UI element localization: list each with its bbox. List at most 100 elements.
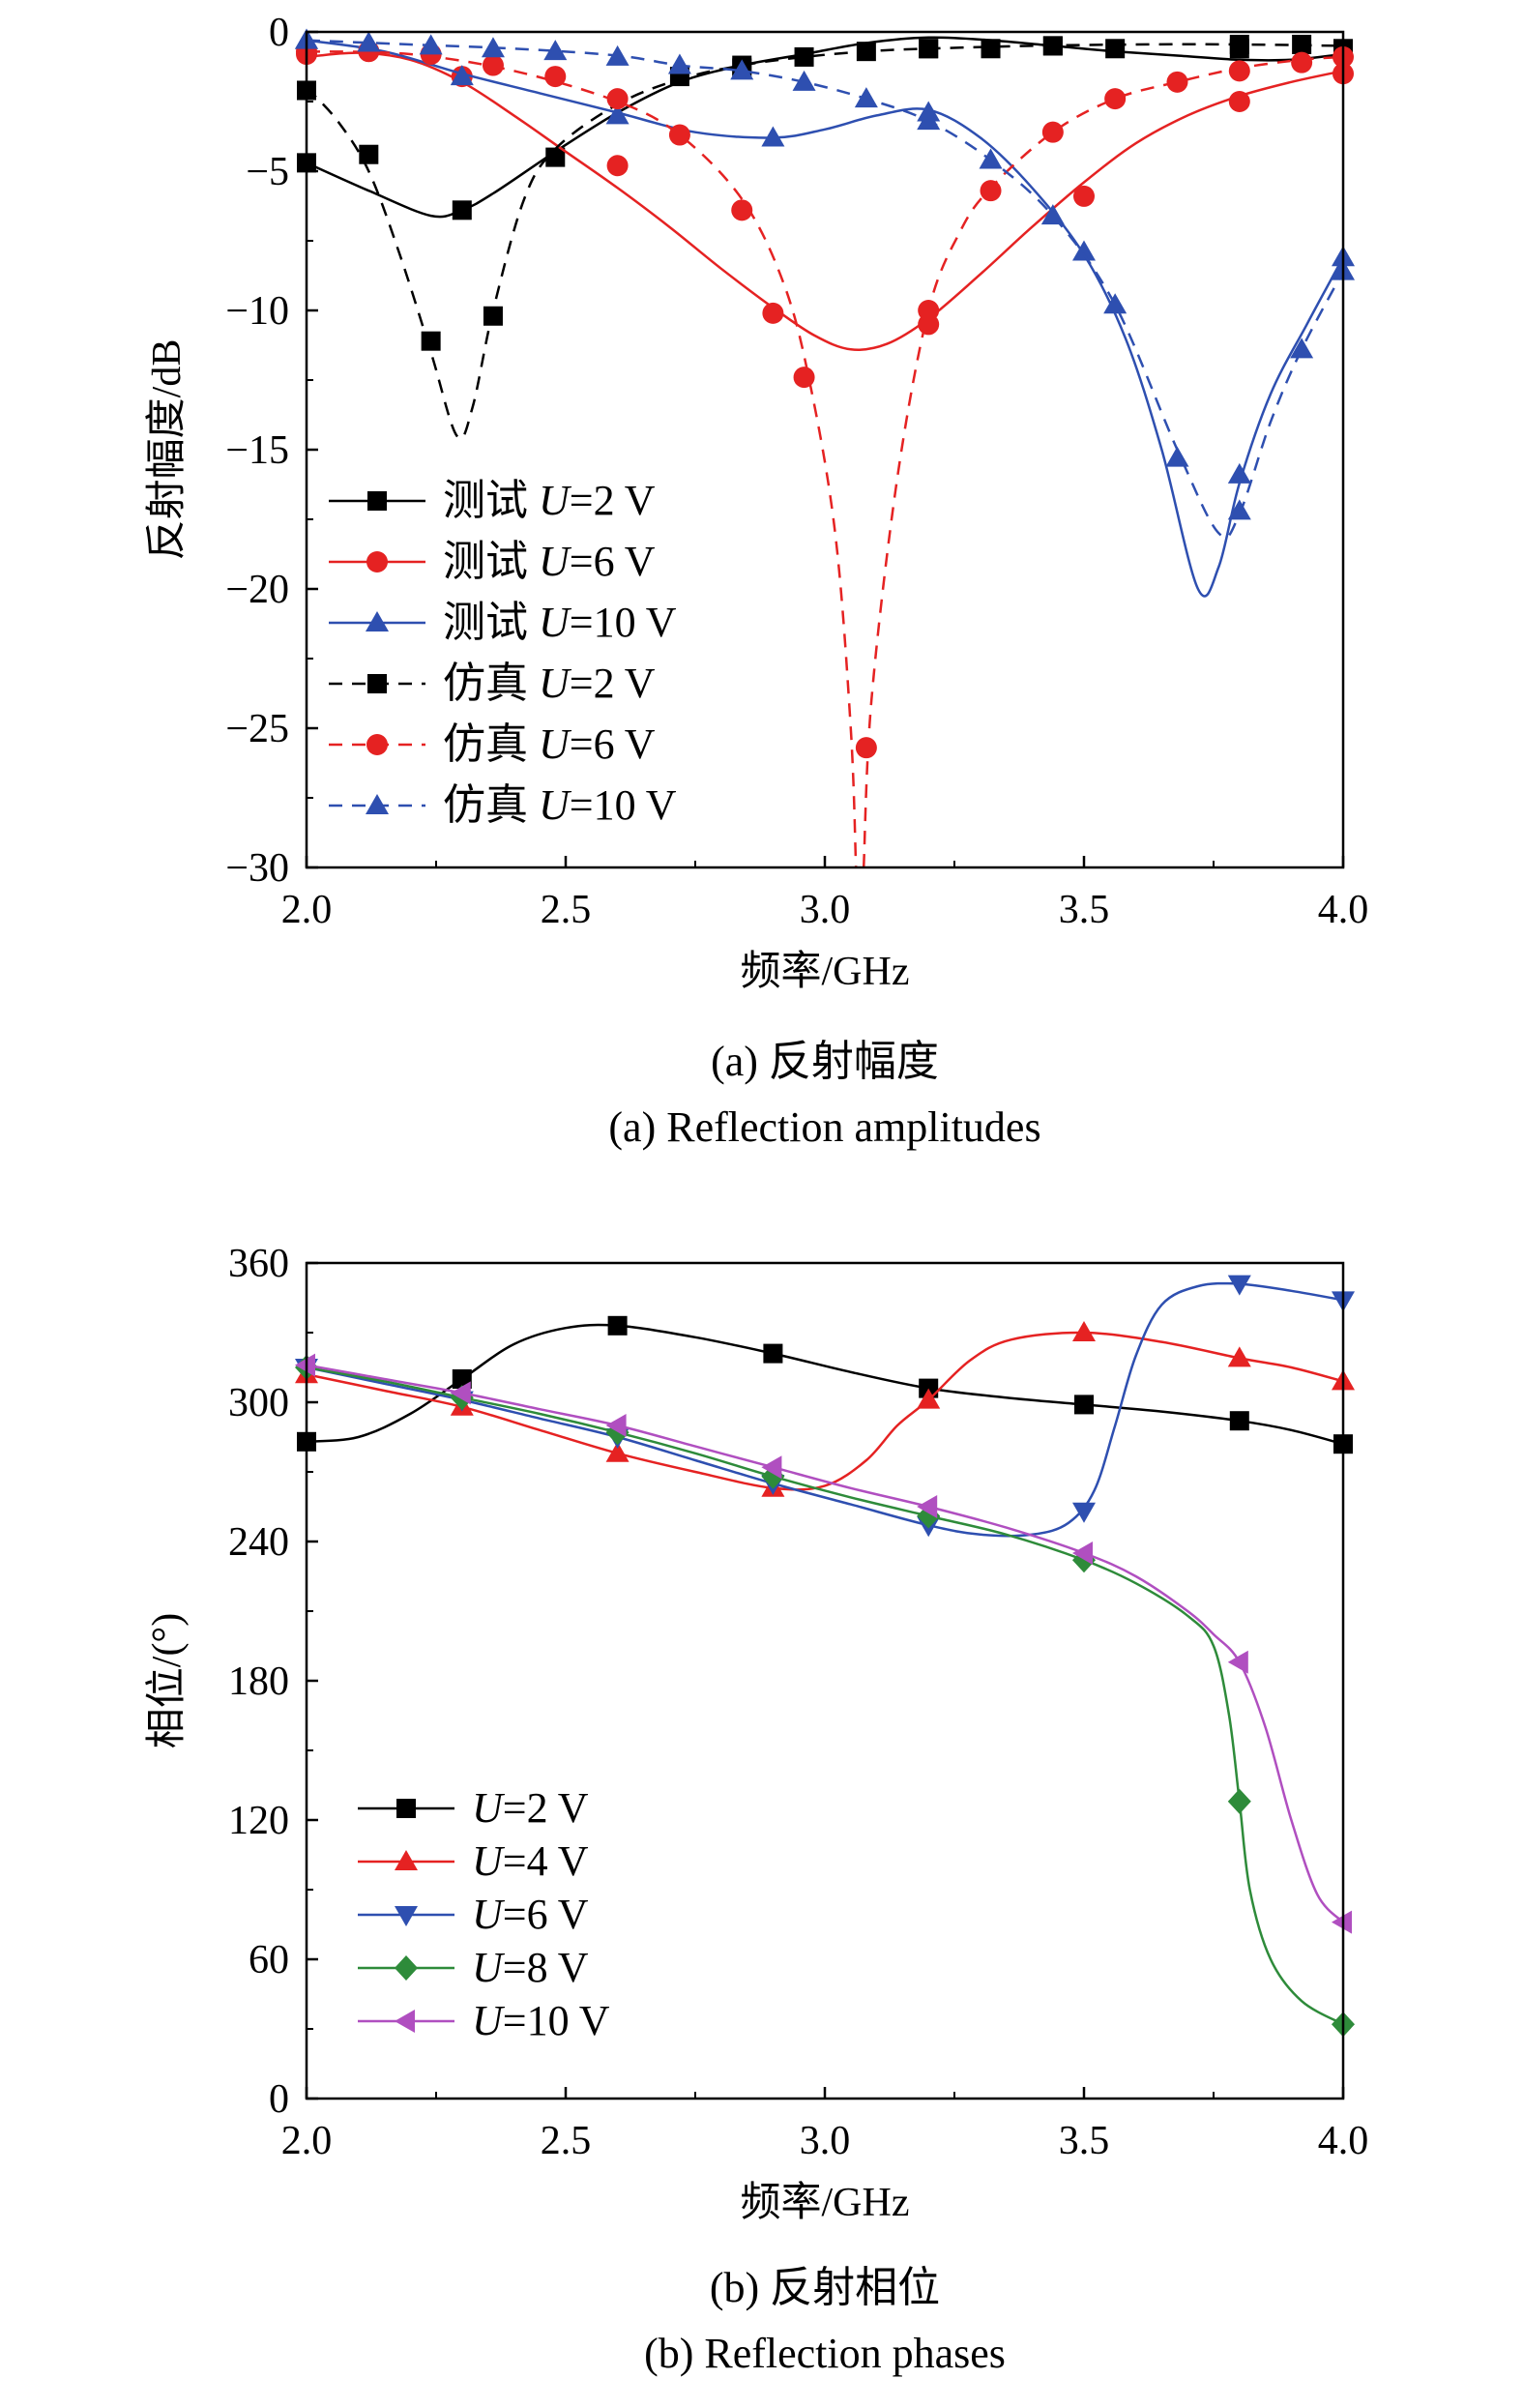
data-point <box>483 306 503 326</box>
series-line <box>862 55 1343 867</box>
chart-a-x-ticks: 2.0 2.5 3.0 3.5 4.0 <box>281 856 1368 932</box>
legend-label: U=8 V <box>472 1944 589 1991</box>
series-1 <box>297 36 1353 220</box>
chart-b-y-axis-label: 相位/(°) <box>144 1613 190 1748</box>
series-line <box>307 39 1343 598</box>
legend-swatch-marker <box>395 1955 418 1981</box>
series-5 <box>295 1353 1352 1934</box>
data-point <box>761 1455 782 1480</box>
series-2 <box>295 1321 1355 1497</box>
data-point <box>981 39 1001 59</box>
data-point <box>763 1343 783 1364</box>
data-point <box>1229 34 1249 54</box>
data-point <box>607 1315 628 1336</box>
legend-label: 测试 U=6 V <box>443 538 656 585</box>
data-point <box>545 147 566 167</box>
series-4 <box>295 1355 1355 2038</box>
series-line <box>307 1364 1343 1923</box>
legend-swatch-marker <box>396 1799 416 1818</box>
data-point <box>1227 1346 1251 1367</box>
data-point <box>762 302 784 324</box>
data-point <box>668 124 690 146</box>
chart-a-reflection-amplitudes: 2.0 2.5 3.0 3.5 4.0 0 −5 −10 −15 −20 −25 −30 测试 U=… <box>145 11 1368 1151</box>
data-point <box>482 54 504 76</box>
chart-b-reflection-phases: 2.0 2.5 3.0 3.5 4.0 0 60 120 180 240 300 360 U=2 V… <box>144 1242 1368 2377</box>
data-point <box>1229 1411 1249 1431</box>
legend-swatch-marker <box>367 491 387 511</box>
data-point <box>357 31 381 52</box>
x-tick-label: 3.0 <box>800 2119 851 2163</box>
data-point <box>919 39 939 59</box>
data-point <box>1040 204 1065 225</box>
legend-label: 测试 U=10 V <box>443 599 677 646</box>
series-line <box>307 43 1343 440</box>
legend-item: 测试 U=2 V <box>329 477 656 524</box>
data-point <box>421 331 441 351</box>
legend-swatch-marker <box>366 734 388 755</box>
data-point <box>917 1388 941 1409</box>
y-tick-label: 0 <box>269 11 289 55</box>
legend-item: 测试 U=6 V <box>329 538 656 585</box>
legend-label: U=4 V <box>472 1837 589 1885</box>
chart-a-caption-en: (a) Reflection amplitudes <box>608 1103 1040 1151</box>
legend-item: U=10 V <box>358 1997 610 2044</box>
legend-swatch-marker <box>395 1850 418 1870</box>
chart-a-legend: 测试 U=2 V 测试 U=6 V 测试 U=10 V 仿真 U=2 V 仿真 U=6 … <box>329 477 677 829</box>
legend-swatch-marker <box>395 2010 415 2033</box>
data-point <box>481 37 505 58</box>
y-tick-label: −5 <box>246 150 289 194</box>
series-6 <box>295 28 1355 539</box>
data-point <box>980 180 1002 202</box>
legend-label: 测试 U=2 V <box>443 477 656 524</box>
data-point <box>450 65 474 86</box>
chart-b-legend: U=2 V U=4 V U=6 V U=8 V U=10 V <box>358 1784 610 2044</box>
y-tick-label: −30 <box>225 846 289 891</box>
data-point <box>1227 1275 1251 1296</box>
data-point <box>761 126 785 147</box>
data-point <box>544 66 567 88</box>
data-point <box>419 34 443 55</box>
legend-label: U=10 V <box>472 1997 610 2044</box>
y-tick-label: 120 <box>228 1799 289 1843</box>
data-point <box>1074 1395 1094 1415</box>
series-line <box>307 1331 1343 1491</box>
data-point <box>979 148 1003 169</box>
data-point <box>1332 1910 1352 1934</box>
x-tick-label: 2.0 <box>281 888 333 932</box>
data-point <box>793 367 815 389</box>
legend-item: 仿真 U=2 V <box>329 660 656 707</box>
x-tick-label: 3.5 <box>1059 2119 1110 2163</box>
series-line <box>307 49 858 867</box>
legend-swatch-marker <box>395 1906 418 1926</box>
series-4 <box>297 34 1343 440</box>
data-point <box>1291 51 1313 73</box>
data-point <box>1290 338 1314 359</box>
y-tick-label: 60 <box>249 1938 289 1982</box>
data-point <box>1227 1788 1251 1814</box>
data-point <box>1227 1650 1248 1674</box>
y-tick-label: −25 <box>225 707 289 751</box>
data-point <box>605 103 630 125</box>
data-point <box>1104 88 1127 110</box>
chart-a-y-ticks: 0 −5 −10 −15 −20 −25 −30 <box>225 11 318 891</box>
data-point <box>1072 1542 1093 1565</box>
data-point <box>1105 39 1126 59</box>
legend-label: U=6 V <box>472 1891 589 1938</box>
y-tick-label: 240 <box>228 1520 289 1565</box>
data-point <box>1228 91 1250 112</box>
x-tick-label: 2.5 <box>541 888 592 932</box>
data-point <box>918 300 940 321</box>
chart-a-x-axis-label: 频率/GHz <box>741 949 910 994</box>
data-point <box>917 1495 938 1518</box>
series-line <box>307 36 1343 219</box>
legend-label: U=2 V <box>472 1784 589 1832</box>
data-point <box>730 59 754 80</box>
data-point <box>1072 1502 1096 1523</box>
data-point <box>731 199 753 221</box>
data-point <box>543 40 568 61</box>
legend-item: U=4 V <box>358 1837 589 1885</box>
chart-b-x-axis-label: 频率/GHz <box>741 2180 910 2225</box>
data-point <box>917 109 941 131</box>
series-1 <box>297 1315 1353 1454</box>
legend-item: 仿真 U=10 V <box>329 781 677 829</box>
